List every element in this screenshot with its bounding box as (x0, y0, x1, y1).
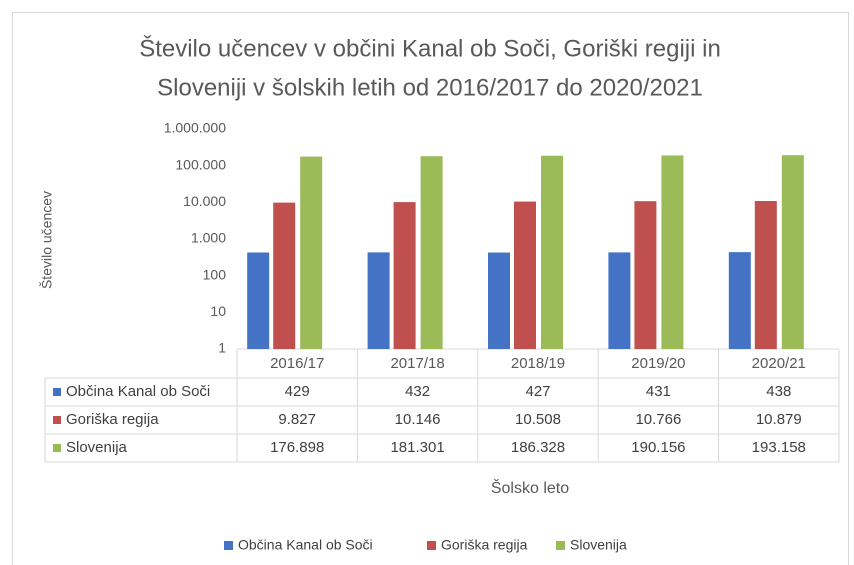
table-cell: 176.898 (270, 439, 324, 456)
bar (541, 155, 563, 349)
x-tick-label: 2020/21 (752, 355, 806, 372)
bar (300, 156, 323, 349)
table-cell: 186.328 (511, 439, 565, 456)
y-tick-label: 100.000 (175, 156, 226, 172)
legend-key (224, 541, 233, 550)
y-tick-label: 1.000.000 (164, 120, 226, 136)
table-row-header: Občina Kanal ob Soči (66, 383, 210, 400)
table-cell: 431 (646, 383, 671, 400)
bar (608, 252, 631, 349)
table-cell: 193.158 (752, 439, 806, 456)
bar (273, 202, 296, 349)
table-row-header: Goriška regija (66, 411, 159, 428)
legend-label: Občina Kanal ob Soči (238, 537, 373, 553)
x-tick-label: 2017/18 (390, 355, 444, 372)
bar (661, 155, 684, 349)
legend-key (427, 541, 436, 550)
bar (754, 200, 777, 349)
bar (514, 201, 536, 349)
legend-label: Goriška regija (441, 537, 528, 553)
x-tick-label: 2019/20 (631, 355, 685, 372)
legend-key (556, 541, 565, 550)
table-cell: 10.508 (515, 411, 561, 428)
bar (488, 252, 510, 349)
bar (781, 155, 804, 349)
y-tick-label: 10.000 (183, 193, 226, 209)
x-axis-title: Šolsko leto (491, 478, 569, 497)
y-tick-label: 100 (203, 266, 227, 282)
chart-title: Število učencev v občini Kanal ob Soči, … (139, 34, 721, 62)
table-legend-key (53, 416, 61, 424)
y-tick-label: 10 (210, 303, 226, 319)
table-cell: 10.766 (635, 411, 681, 428)
table-cell: 181.301 (390, 439, 444, 456)
table-cell: 438 (766, 383, 791, 400)
table-legend-key (53, 388, 61, 396)
table-cell: 10.879 (756, 411, 802, 428)
bar (420, 156, 443, 349)
x-tick-label: 2016/17 (270, 355, 324, 372)
table-cell: 427 (525, 383, 550, 400)
bar (728, 252, 751, 349)
bar (367, 252, 390, 349)
table-legend-key (53, 444, 61, 452)
y-tick-label: 1.000 (191, 230, 226, 246)
table-row-header: Slovenija (66, 439, 128, 456)
legend-label: Slovenija (570, 537, 627, 553)
x-tick-label: 2018/19 (511, 355, 565, 372)
bar (247, 252, 270, 349)
table-cell: 432 (405, 383, 430, 400)
table-cell: 190.156 (631, 439, 685, 456)
y-axis-title: Število učencev (39, 191, 55, 289)
chart-title: Sloveniji v šolskih letih od 2016/2017 d… (157, 74, 703, 101)
bar (393, 202, 416, 349)
table-cell: 10.146 (395, 411, 441, 428)
y-tick-label: 1 (218, 340, 226, 356)
table-cell: 9.827 (278, 411, 316, 428)
table-cell: 429 (285, 383, 310, 400)
bar (634, 201, 657, 349)
